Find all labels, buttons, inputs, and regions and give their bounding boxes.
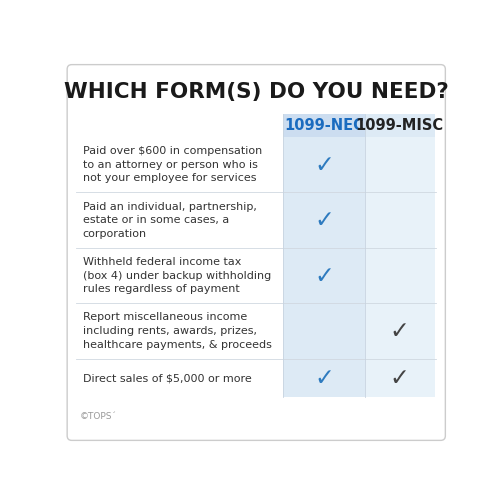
Bar bbox=[284, 248, 365, 304]
Bar bbox=[365, 114, 434, 137]
Text: ✓: ✓ bbox=[314, 366, 334, 390]
Bar bbox=[365, 359, 434, 398]
Bar bbox=[365, 304, 434, 359]
Text: Report miscellaneous income
including rents, awards, prizes,
healthcare payments: Report miscellaneous income including re… bbox=[82, 312, 272, 350]
Bar bbox=[284, 192, 365, 248]
Text: 1099-NEC: 1099-NEC bbox=[284, 118, 364, 133]
Text: ✓: ✓ bbox=[314, 152, 334, 176]
Bar bbox=[284, 304, 365, 359]
Bar bbox=[365, 137, 434, 192]
Text: Paid over $600 in compensation
to an attorney or person who is
not your employee: Paid over $600 in compensation to an att… bbox=[82, 146, 262, 184]
Text: ✓: ✓ bbox=[314, 264, 334, 287]
Bar bbox=[365, 192, 434, 248]
Text: Direct sales of $5,000 or more: Direct sales of $5,000 or more bbox=[82, 373, 251, 383]
Text: WHICH FORM(S) DO YOU NEED?: WHICH FORM(S) DO YOU NEED? bbox=[64, 82, 448, 102]
Text: Paid an individual, partnership,
estate or in some cases, a
corporation: Paid an individual, partnership, estate … bbox=[82, 202, 256, 239]
Bar bbox=[284, 114, 365, 137]
Text: Withheld federal income tax
(box 4) under backup withholding
rules regardless of: Withheld federal income tax (box 4) unde… bbox=[82, 257, 271, 294]
FancyBboxPatch shape bbox=[67, 64, 446, 440]
Text: ✓: ✓ bbox=[390, 319, 409, 343]
Bar bbox=[284, 137, 365, 192]
Bar bbox=[284, 359, 365, 398]
Text: 1099-MISC: 1099-MISC bbox=[356, 118, 444, 133]
Text: ✓: ✓ bbox=[314, 208, 334, 232]
Text: ✓: ✓ bbox=[390, 366, 409, 390]
Bar bbox=[365, 248, 434, 304]
Text: ©TOPS´: ©TOPS´ bbox=[80, 412, 116, 421]
